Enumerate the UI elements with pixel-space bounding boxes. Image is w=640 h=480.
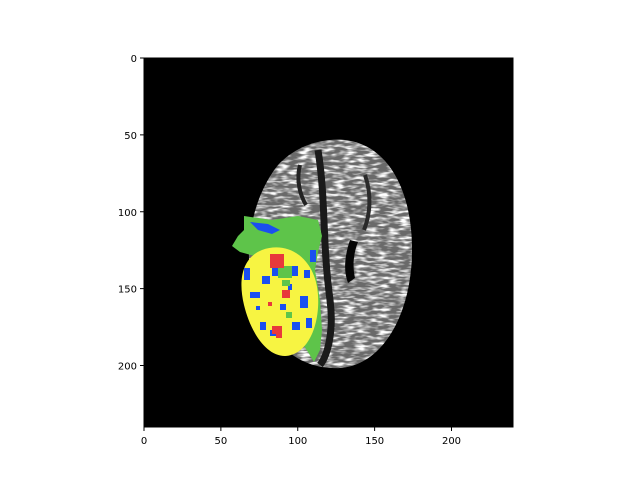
y-tick-label: 200: [118, 362, 137, 373]
y-axis: 0 50 100 150 200: [118, 54, 144, 373]
x-tick-label: 150: [365, 436, 384, 447]
segmentation-overlay: [232, 216, 322, 362]
edema-spots: [278, 266, 292, 318]
x-tick-label: 0: [141, 436, 147, 447]
x-tick-label: 50: [215, 436, 228, 447]
y-tick-label: 150: [118, 285, 137, 296]
brain-tissue: [248, 139, 412, 369]
y-tick-label: 50: [124, 131, 137, 142]
x-axis: 0 50 100 150 200: [141, 427, 461, 447]
enhancing-rim-top: [250, 222, 280, 234]
y-tick-label: 100: [118, 208, 137, 219]
x-tick-label: 100: [288, 436, 307, 447]
mri-slice-image: [143, 57, 514, 428]
axes-frame: [143, 57, 514, 428]
necrosis-spots: [268, 254, 290, 338]
y-tick-label: 0: [131, 54, 137, 65]
x-tick-label: 200: [442, 436, 461, 447]
